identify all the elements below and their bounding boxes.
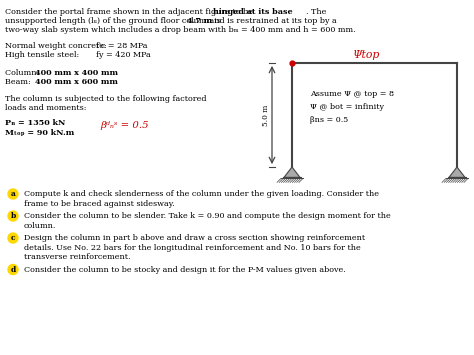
- Text: Compute k and check slenderness of the column under the given loading. Consider : Compute k and check slenderness of the c…: [24, 190, 379, 198]
- Text: transverse reinforcement.: transverse reinforcement.: [24, 253, 130, 261]
- Text: Design the column in part b above and draw a cross section showing reinforcement: Design the column in part b above and dr…: [24, 234, 365, 242]
- Text: frame to be braced against sidesway.: frame to be braced against sidesway.: [24, 200, 175, 208]
- Text: hinged at its base: hinged at its base: [213, 8, 292, 16]
- Text: Ψtop: Ψtop: [353, 50, 381, 60]
- Text: 4.7 m: 4.7 m: [187, 17, 212, 25]
- Text: b: b: [10, 212, 16, 220]
- Text: d: d: [10, 266, 16, 273]
- Text: Assume Ψ @ top = 8: Assume Ψ @ top = 8: [310, 90, 394, 98]
- Text: Consider the column to be stocky and design it for the P-M values given above.: Consider the column to be stocky and des…: [24, 266, 346, 273]
- Text: unsupported length (lᵤ) of the ground floor column is: unsupported length (lᵤ) of the ground fl…: [5, 17, 224, 25]
- Text: column.: column.: [24, 222, 56, 229]
- Circle shape: [8, 211, 18, 221]
- Text: a: a: [10, 190, 16, 198]
- Circle shape: [8, 264, 18, 274]
- Text: Mₜₒₚ = 90 kN.m: Mₜₒₚ = 90 kN.m: [5, 129, 74, 137]
- Polygon shape: [449, 167, 465, 178]
- Polygon shape: [284, 167, 300, 178]
- Text: two-way slab system which includes a drop beam with bₘ = 400 mm and h = 600 mm.: two-way slab system which includes a dro…: [5, 26, 356, 34]
- Text: 400 mm x 400 mm: 400 mm x 400 mm: [35, 69, 118, 77]
- Text: details. Use No. 22 bars for the longitudinal reinforcement and No. 10 bars for : details. Use No. 22 bars for the longitu…: [24, 244, 361, 251]
- Text: Consider the portal frame shown in the adjacent figure to be: Consider the portal frame shown in the a…: [5, 8, 255, 16]
- Text: The column is subjected to the following factored: The column is subjected to the following…: [5, 95, 207, 103]
- Text: 400 mm x 600 mm: 400 mm x 600 mm: [35, 78, 118, 86]
- Text: f′c = 28 MPa: f′c = 28 MPa: [96, 42, 147, 50]
- Text: High tensile steel:: High tensile steel:: [5, 51, 79, 59]
- Text: loads and moments:: loads and moments:: [5, 104, 86, 112]
- Text: Beam:: Beam:: [5, 78, 33, 86]
- Circle shape: [8, 233, 18, 243]
- Text: and is restrained at its top by a: and is restrained at its top by a: [207, 17, 337, 25]
- Text: fy = 420 MPa: fy = 420 MPa: [96, 51, 151, 59]
- Text: βᵈₙˢ = 0.5: βᵈₙˢ = 0.5: [100, 121, 149, 130]
- Text: . The: . The: [306, 8, 327, 16]
- Text: Column:: Column:: [5, 69, 42, 77]
- Text: 5.0 m: 5.0 m: [262, 104, 270, 126]
- Text: Ψ @ bot = infinity: Ψ @ bot = infinity: [310, 103, 384, 111]
- Text: Normal weight concrete:: Normal weight concrete:: [5, 42, 107, 50]
- Text: βns = 0.5: βns = 0.5: [310, 116, 348, 124]
- Text: Pₙ = 1350 kN: Pₙ = 1350 kN: [5, 119, 65, 127]
- Text: Consider the column to be slender. Take k = 0.90 and compute the design moment f: Consider the column to be slender. Take …: [24, 212, 391, 220]
- Circle shape: [8, 189, 18, 199]
- Text: c: c: [11, 234, 15, 242]
